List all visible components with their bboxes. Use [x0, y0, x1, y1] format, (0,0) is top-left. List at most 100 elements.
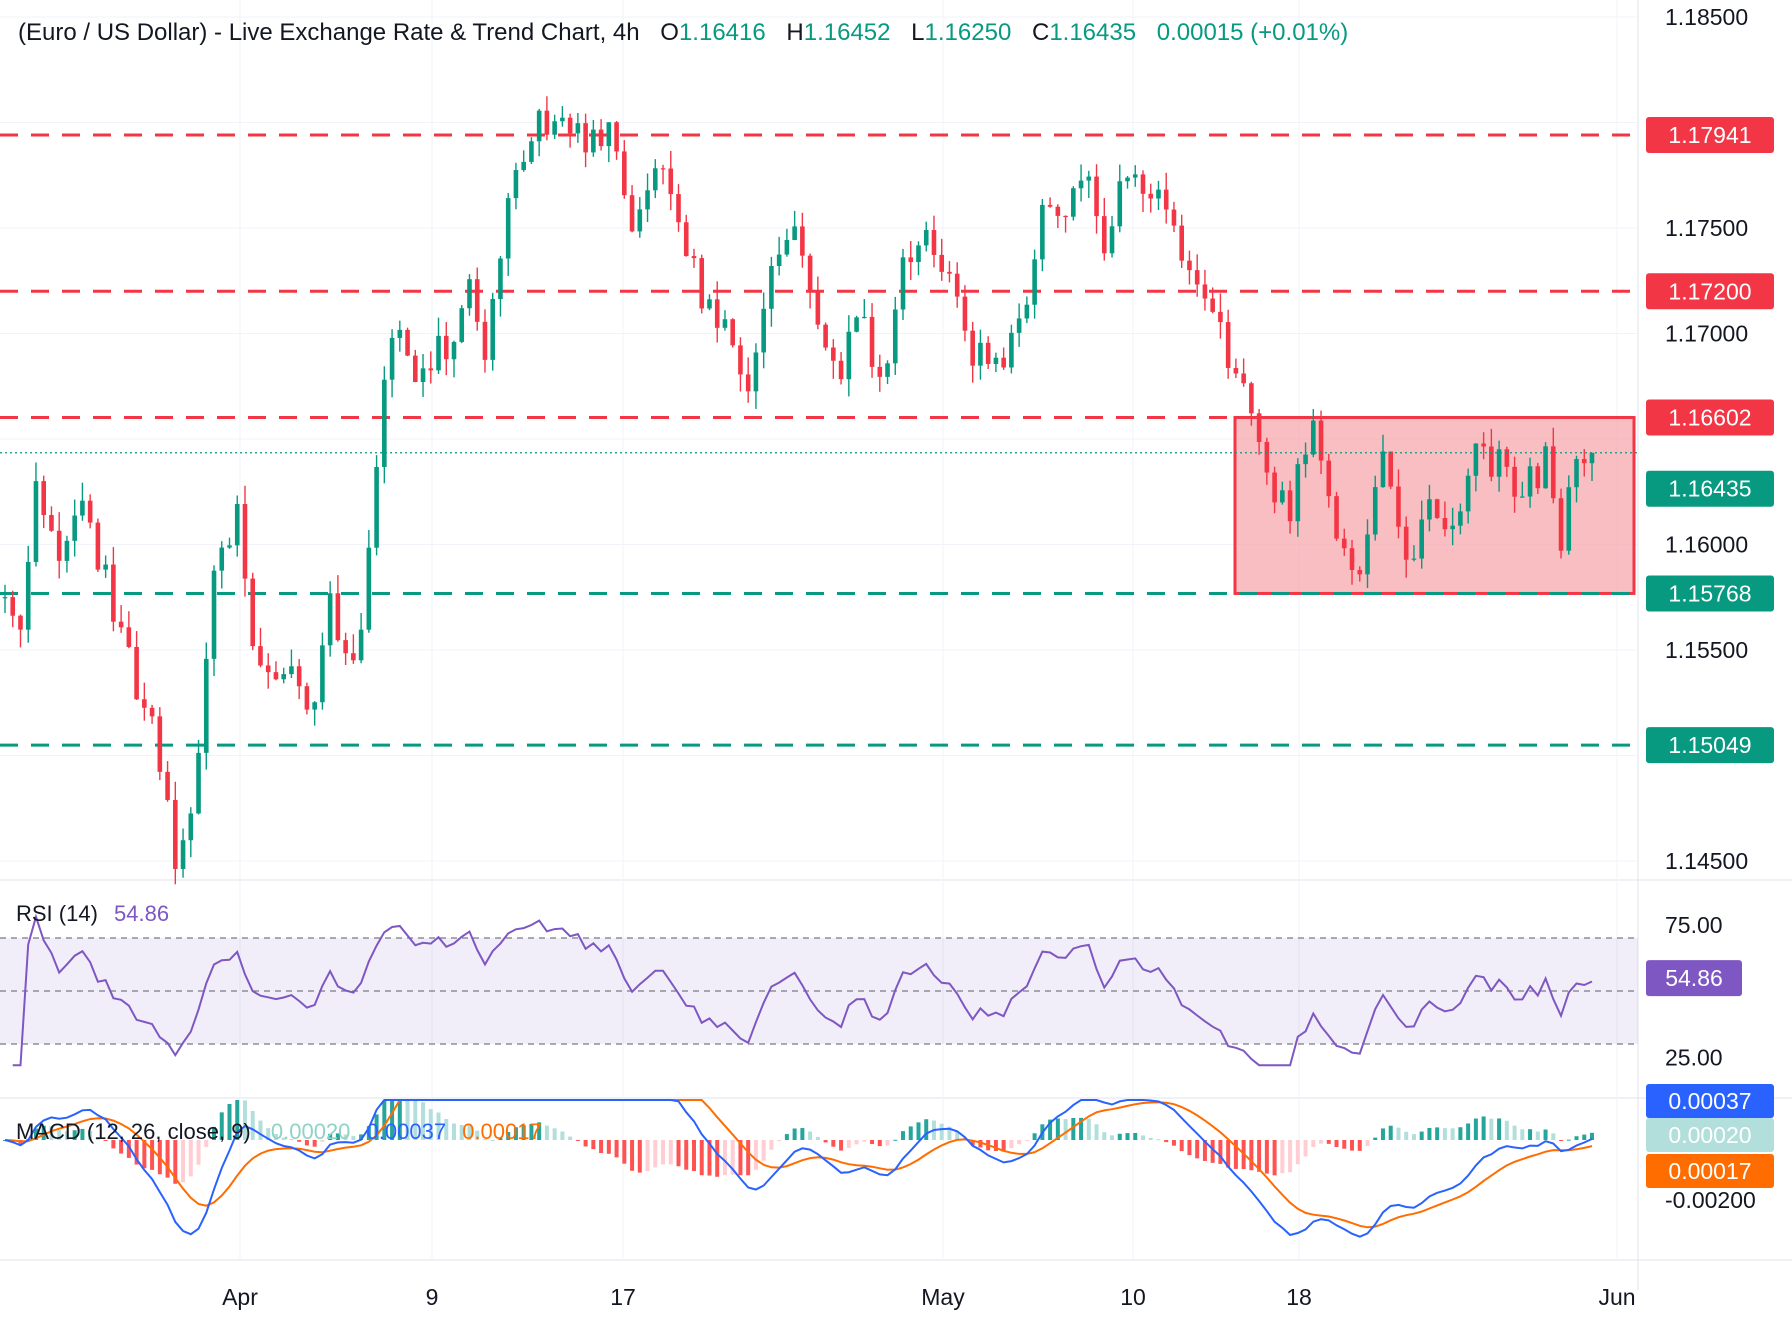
candle-body: [1264, 441, 1270, 473]
candle-body: [730, 319, 735, 346]
candle-body: [436, 335, 441, 371]
price-axis-label: 1.17000: [1665, 321, 1748, 347]
macd-histogram-bar: [1086, 1118, 1091, 1140]
resistance-price-tag: 1.17200: [1646, 273, 1774, 310]
macd-histogram-bar: [707, 1140, 712, 1176]
macd-histogram-bar: [885, 1140, 890, 1146]
macd-histogram-bar: [1396, 1127, 1401, 1140]
macd-line-value: 0.00037: [367, 1119, 447, 1144]
macd-histogram-bar: [181, 1140, 186, 1183]
candle: [792, 210, 797, 241]
candle: [258, 627, 263, 668]
candle: [1489, 428, 1494, 482]
macd-histogram-bar: [1009, 1140, 1014, 1149]
candle-body: [296, 666, 302, 687]
candle: [1063, 215, 1068, 233]
candle: [1458, 503, 1463, 535]
candle-body: [714, 299, 720, 328]
macd-histogram-bar: [1442, 1128, 1447, 1140]
candle: [668, 150, 674, 211]
candle: [575, 113, 581, 143]
candle: [691, 248, 697, 268]
candle: [1318, 410, 1324, 475]
candle-body: [784, 240, 790, 255]
candle-body: [1311, 420, 1316, 455]
macd-histogram-bar: [753, 1140, 758, 1170]
candle: [1311, 409, 1316, 458]
macd-histogram-bar: [1319, 1140, 1324, 1144]
macd-histogram-bar: [513, 1127, 518, 1140]
candle-body: [366, 547, 372, 630]
time-axis-label: 17: [610, 1284, 636, 1310]
macd-histogram-bar: [1543, 1129, 1548, 1140]
macd-histogram-bar: [614, 1140, 619, 1158]
candle: [281, 667, 286, 684]
candle: [1194, 254, 1200, 297]
candle: [1403, 516, 1409, 578]
candle-body: [1535, 466, 1541, 489]
candle: [428, 351, 434, 384]
candle: [629, 185, 635, 233]
candle-body: [173, 799, 178, 869]
candle-body: [652, 168, 658, 191]
time-axis-label: Jun: [1598, 1284, 1635, 1310]
rsi-value-tag: 54.86: [1646, 960, 1742, 997]
candle-body: [900, 257, 906, 310]
macd-histogram-bar: [1489, 1118, 1494, 1140]
candle-body: [157, 716, 163, 772]
macd-histogram-bar: [1450, 1128, 1455, 1140]
candle: [25, 545, 31, 643]
macd-histogram-bar: [351, 1136, 356, 1140]
candle: [265, 653, 271, 689]
candle-body: [227, 545, 232, 548]
macd-histogram-bar: [839, 1140, 844, 1151]
range-zone: [1233, 415, 1636, 595]
candle: [1249, 381, 1254, 426]
candle-body: [343, 640, 348, 654]
candle-body: [1527, 466, 1533, 497]
last-price-tag-text: 1.16435: [1668, 476, 1751, 502]
candle: [234, 495, 240, 557]
candle: [1434, 498, 1440, 519]
candle-body: [892, 309, 898, 364]
candle: [203, 642, 209, 770]
macd-histogram-bar: [1419, 1131, 1424, 1140]
candle-body: [420, 368, 426, 382]
macd-histogram-bar: [908, 1126, 913, 1140]
candle-body: [134, 646, 139, 700]
macd-histogram-bar: [591, 1140, 596, 1150]
candle: [157, 707, 163, 781]
macd-histogram-bar: [568, 1136, 573, 1140]
candle-body: [1256, 413, 1262, 442]
macd-histogram-bar: [823, 1140, 828, 1143]
candle: [1380, 434, 1386, 488]
candle-body: [668, 168, 674, 195]
candle: [1086, 170, 1092, 198]
macd-histogram-bar: [1473, 1118, 1478, 1140]
candle-body: [885, 363, 890, 377]
candle-body: [1504, 449, 1510, 467]
candle: [196, 739, 201, 815]
macd-histogram-bar: [475, 1130, 480, 1140]
macd-histogram-bar: [668, 1140, 673, 1165]
candle: [1543, 442, 1548, 489]
candle: [1295, 458, 1301, 537]
candle: [707, 294, 712, 311]
candle-body: [188, 813, 194, 841]
candle-body: [1303, 454, 1308, 465]
candle-body: [645, 190, 650, 210]
candle-body: [1001, 357, 1006, 368]
candle: [1504, 446, 1510, 477]
candle-body: [1520, 496, 1525, 498]
candle: [962, 285, 968, 342]
macd-histogram-bar: [1388, 1125, 1393, 1140]
candle: [95, 518, 101, 572]
macd-histogram-bar: [877, 1140, 882, 1147]
macd-histogram-bar: [1590, 1132, 1594, 1140]
candle-body: [1349, 548, 1355, 570]
macd-histogram-bar: [498, 1137, 503, 1140]
macd-histogram-bar: [1071, 1117, 1076, 1140]
candle: [1148, 183, 1154, 213]
macd-histogram-bar: [1133, 1133, 1138, 1140]
